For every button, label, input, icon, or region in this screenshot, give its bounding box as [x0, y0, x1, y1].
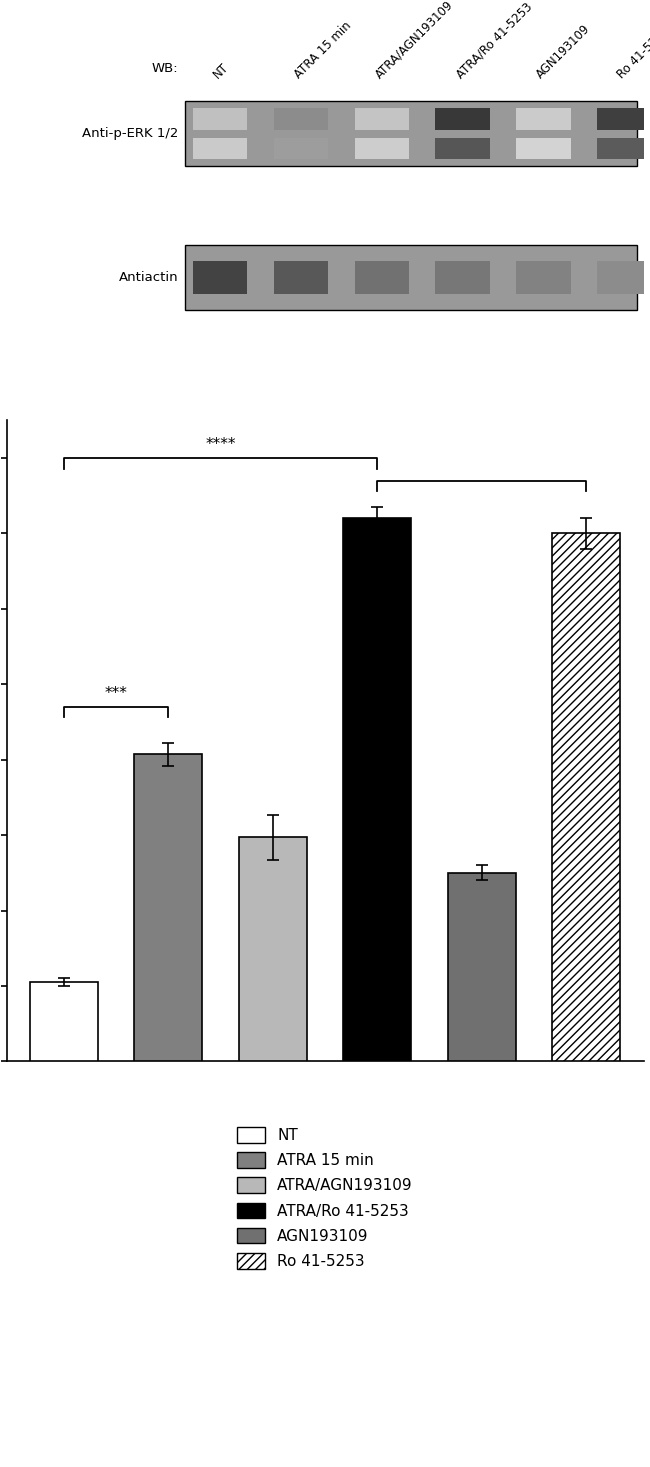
Bar	[527, 113, 560, 126]
Bar	[285, 267, 317, 288]
Bar	[603, 264, 646, 290]
Bar	[436, 138, 489, 158]
Bar	[185, 101, 637, 166]
Bar	[527, 142, 560, 156]
Bar	[343, 518, 411, 1061]
Bar	[516, 138, 571, 158]
Text: ****: ****	[205, 437, 236, 452]
Bar	[354, 109, 409, 129]
Bar	[239, 838, 307, 1061]
Bar	[436, 261, 489, 293]
Text: ATRA/Ro 41-5253: ATRA/Ro 41-5253	[454, 0, 534, 82]
Bar	[441, 264, 484, 290]
Bar	[193, 109, 247, 129]
Text: Antiactin: Antiactin	[119, 271, 179, 283]
Bar	[522, 139, 566, 157]
Bar	[603, 139, 646, 157]
Bar	[274, 261, 328, 293]
Bar	[198, 139, 242, 157]
Text: ***: ***	[105, 687, 127, 701]
Bar	[447, 113, 479, 126]
Bar	[203, 142, 236, 156]
Bar	[441, 139, 484, 157]
Text: Ro 41-5253: Ro 41-5253	[615, 25, 650, 82]
Bar	[360, 264, 404, 290]
Bar	[274, 138, 328, 158]
Bar	[527, 267, 560, 288]
Bar	[360, 139, 404, 157]
Bar	[354, 261, 409, 293]
Bar	[285, 142, 317, 156]
Bar	[279, 110, 322, 128]
Text: NT: NT	[211, 62, 231, 82]
Bar	[203, 267, 236, 288]
Bar	[608, 113, 641, 126]
Bar	[603, 110, 646, 128]
Bar	[608, 142, 641, 156]
Bar	[608, 267, 641, 288]
Text: ATRA 15 min: ATRA 15 min	[292, 19, 354, 82]
Bar	[360, 110, 404, 128]
Bar	[30, 981, 98, 1061]
Bar	[365, 142, 398, 156]
Bar	[279, 139, 322, 157]
Bar	[447, 267, 479, 288]
Text: AGN193109: AGN193109	[534, 22, 593, 82]
Bar	[516, 261, 571, 293]
Bar	[279, 264, 322, 290]
Bar	[522, 264, 566, 290]
Bar	[597, 138, 650, 158]
Bar	[597, 261, 650, 293]
Bar	[193, 138, 247, 158]
Bar	[522, 110, 566, 128]
Bar	[597, 109, 650, 129]
Bar	[198, 264, 242, 290]
Legend: NT, ATRA 15 min, ATRA/AGN193109, ATRA/Ro 41-5253, AGN193109, Ro 41-5253: NT, ATRA 15 min, ATRA/AGN193109, ATRA/Ro…	[237, 1127, 413, 1269]
Bar	[552, 534, 620, 1061]
Bar	[365, 267, 398, 288]
Bar	[203, 113, 236, 126]
Text: ATRA/AGN193109: ATRA/AGN193109	[372, 0, 456, 82]
Bar	[274, 109, 328, 129]
Bar	[193, 261, 247, 293]
Bar	[285, 113, 317, 126]
Bar	[447, 142, 479, 156]
Bar	[354, 138, 409, 158]
Text: Anti-p-ERK 1/2: Anti-p-ERK 1/2	[82, 128, 179, 141]
Bar	[185, 245, 637, 310]
Bar	[365, 113, 398, 126]
Bar	[436, 109, 489, 129]
Text: WB:: WB:	[152, 62, 179, 75]
Bar	[198, 110, 242, 128]
Bar	[448, 873, 515, 1061]
Bar	[135, 754, 202, 1061]
Bar	[516, 109, 571, 129]
Bar	[441, 110, 484, 128]
